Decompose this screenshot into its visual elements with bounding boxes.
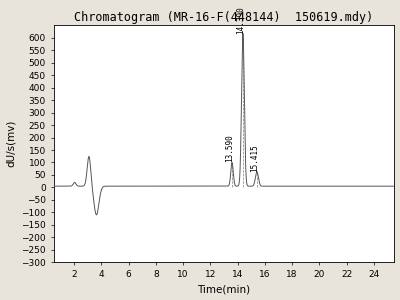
Title: Chromatogram (MR-16-F(448144)  150619.mdy): Chromatogram (MR-16-F(448144) 150619.mdy…: [74, 11, 374, 24]
Text: 14.390: 14.390: [236, 6, 245, 34]
Text: 15.415: 15.415: [250, 144, 259, 172]
Text: 13.590: 13.590: [226, 135, 234, 163]
Y-axis label: dU/s(mv): dU/s(mv): [6, 120, 16, 167]
X-axis label: Time(min): Time(min): [198, 284, 250, 294]
